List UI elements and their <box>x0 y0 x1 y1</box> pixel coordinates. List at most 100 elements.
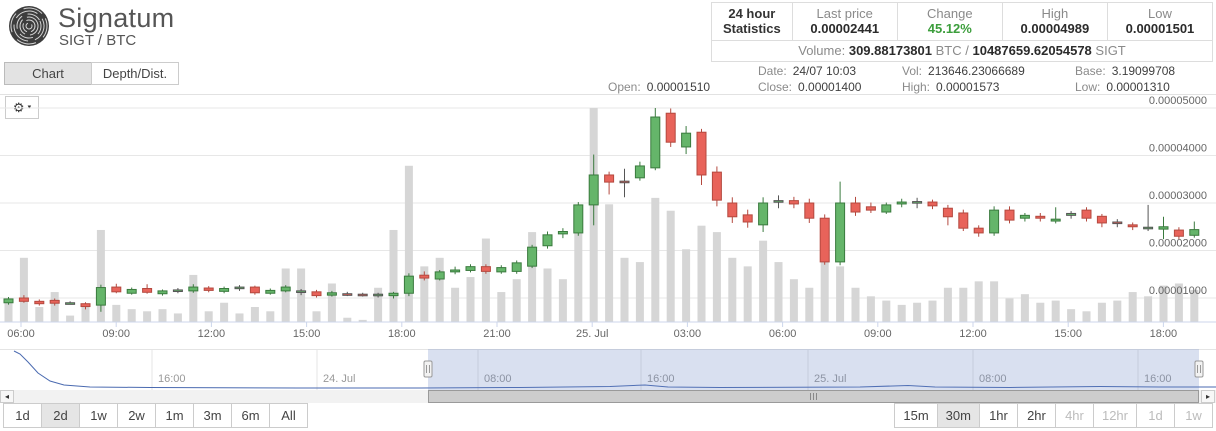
info-value: 24/07 10:03 <box>792 64 857 78</box>
info-label: Vol: <box>902 64 923 78</box>
svg-text:06:00: 06:00 <box>7 328 35 340</box>
stat-col-change: Change 45.12% <box>896 3 1002 40</box>
stat-label: Last price <box>816 6 873 21</box>
volume-unit: SIGT <box>1095 43 1126 58</box>
svg-text:18:00: 18:00 <box>388 328 416 340</box>
info-label: Date: <box>758 64 787 78</box>
interval-button-1w: 1w <box>1174 403 1213 428</box>
interval-button-12hr: 12hr <box>1092 403 1137 428</box>
stat-col-low: Low 0.00001501 <box>1106 3 1212 40</box>
svg-text:15:00: 15:00 <box>293 328 321 340</box>
info-base: Base: 3.19099708 <box>1075 64 1175 78</box>
info-label: High: <box>902 80 931 94</box>
navigator-right-handle[interactable] <box>1194 360 1204 378</box>
range-button-all[interactable]: All <box>269 403 308 428</box>
volume-sigt-value: 10487659.62054578 <box>972 43 1092 58</box>
info-vol: Vol: 213646.23066689 <box>902 64 1025 78</box>
info-close: Close: 0.00001400 <box>758 80 861 94</box>
svg-text:08:00: 08:00 <box>484 373 512 385</box>
scrollbar-left-arrow-icon[interactable]: ◂ <box>0 390 14 403</box>
interval-button-1d: 1d <box>1136 403 1175 428</box>
range-button-3m[interactable]: 3m <box>193 403 232 428</box>
chart-top-divider <box>0 94 1216 95</box>
svg-text:25. Jul: 25. Jul <box>576 328 608 340</box>
info-value: 0.00001573 <box>936 80 1000 94</box>
interval-button-15m[interactable]: 15m <box>894 403 938 428</box>
svg-text:12:00: 12:00 <box>198 328 226 340</box>
price-chart[interactable]: 06:00 09:00 12:00 15:00 18:00 21:00 25. Jul 03:… <box>0 95 1216 343</box>
pair-subtitle: SIGT / BTC <box>59 32 137 49</box>
tab-depth-dist-[interactable]: Depth/Dist. <box>91 62 179 85</box>
stat-value: 0.00001501 <box>1125 21 1195 36</box>
interval-button-1hr[interactable]: 1hr <box>978 403 1018 428</box>
info-high: High: 0.00001573 <box>902 80 999 94</box>
interval-buttons: 15m 30m 1hr 2hr 4hr 12hr 1d 1w <box>894 403 1213 428</box>
range-button-2d[interactable]: 2d <box>41 403 80 428</box>
range-button-1w[interactable]: 1w <box>79 403 118 428</box>
range-button-1d[interactable]: 1d <box>3 403 42 428</box>
view-tabs: Chart Depth/Dist. <box>4 62 179 85</box>
interval-button-4hr: 4hr <box>1054 403 1094 428</box>
tab-chart[interactable]: Chart <box>4 62 92 85</box>
scrollbar-grip-icon <box>810 393 817 400</box>
stat-value: 45.12% <box>927 21 972 36</box>
svg-text:25. Jul: 25. Jul <box>814 373 846 385</box>
info-label: Low: <box>1075 80 1101 94</box>
range-buttons: 1d 2d 1w 2w 1m 3m 6m All <box>3 403 308 428</box>
volume-label: Volume: <box>798 43 846 58</box>
svg-text:0.00004000: 0.00004000 <box>1149 143 1207 155</box>
navigator[interactable]: 16:00 24. Jul 08:00 16:00 25. Jul 08:00 16:00 <box>0 349 1216 390</box>
svg-text:0.00003000: 0.00003000 <box>1149 190 1207 202</box>
scrollbar-thumb[interactable] <box>428 390 1199 403</box>
stats-row-main: 24 hour Statistics Last price 0.00002441 C… <box>712 3 1212 41</box>
info-value: 0.00001400 <box>798 80 862 94</box>
volume-btc-value: 309.88173801 <box>848 43 932 58</box>
stat-value: 0.00004989 <box>1020 21 1090 36</box>
info-value: 213646.23066689 <box>928 64 1025 78</box>
scrollbar-right-arrow-icon[interactable]: ▸ <box>1201 390 1215 403</box>
stat-col-last-price: Last price 0.00002441 <box>791 3 897 40</box>
svg-text:16:00: 16:00 <box>158 373 186 385</box>
interval-button-2hr[interactable]: 2hr <box>1016 403 1056 428</box>
interval-button-30m[interactable]: 30m <box>936 403 980 428</box>
info-open: Open: 0.00001510 <box>608 80 710 94</box>
stat-label: High <box>1041 6 1069 21</box>
svg-text:16:00: 16:00 <box>1144 373 1172 385</box>
info-value: 0.00001310 <box>1106 80 1170 94</box>
stats-table: 24 hour Statistics Last price 0.00002441 C… <box>711 2 1213 62</box>
svg-text:16:00: 16:00 <box>647 373 675 385</box>
range-button-2w[interactable]: 2w <box>117 403 156 428</box>
info-value: 0.00001510 <box>646 80 711 94</box>
svg-text:06:00: 06:00 <box>769 328 797 340</box>
info-label: Open: <box>608 80 641 94</box>
svg-text:0.00002000: 0.00002000 <box>1149 238 1207 250</box>
svg-text:09:00: 09:00 <box>864 328 892 340</box>
info-label: Close: <box>758 80 793 94</box>
svg-text:18:00: 18:00 <box>1150 328 1178 340</box>
range-button-6m[interactable]: 6m <box>231 403 270 428</box>
svg-text:0.00001000: 0.00001000 <box>1149 285 1207 297</box>
stat-value: 0.00002441 <box>810 21 880 36</box>
stat-label: Low <box>1148 6 1172 21</box>
info-label: Base: <box>1075 64 1106 78</box>
svg-text:0.00005000: 0.00005000 <box>1149 95 1207 107</box>
info-low: Low: 0.00001310 <box>1075 80 1170 94</box>
svg-text:24. Jul: 24. Jul <box>323 373 355 385</box>
chart-scrollbar[interactable]: ◂ ▸ <box>0 390 1216 403</box>
volume-separator: BTC / <box>935 43 969 58</box>
svg-text:03:00: 03:00 <box>674 328 702 340</box>
page-title: Signatum <box>58 3 175 33</box>
stat-label: Change <box>927 6 973 21</box>
info-date: Date: 24/07 10:03 <box>758 64 856 78</box>
svg-text:09:00: 09:00 <box>102 328 130 340</box>
navigator-left-handle[interactable] <box>423 360 433 378</box>
info-value: 3.19099708 <box>1111 64 1176 78</box>
svg-text:12:00: 12:00 <box>959 328 987 340</box>
svg-text:21:00: 21:00 <box>483 328 511 340</box>
signatum-logo-fingerprint-icon <box>9 6 49 46</box>
stats-volume-row: Volume: 309.88173801 BTC / 10487659.6205… <box>712 41 1212 61</box>
range-button-1m[interactable]: 1m <box>155 403 194 428</box>
navigator-top-divider <box>0 349 1216 350</box>
stats-header-cell: 24 hour Statistics <box>722 6 781 36</box>
